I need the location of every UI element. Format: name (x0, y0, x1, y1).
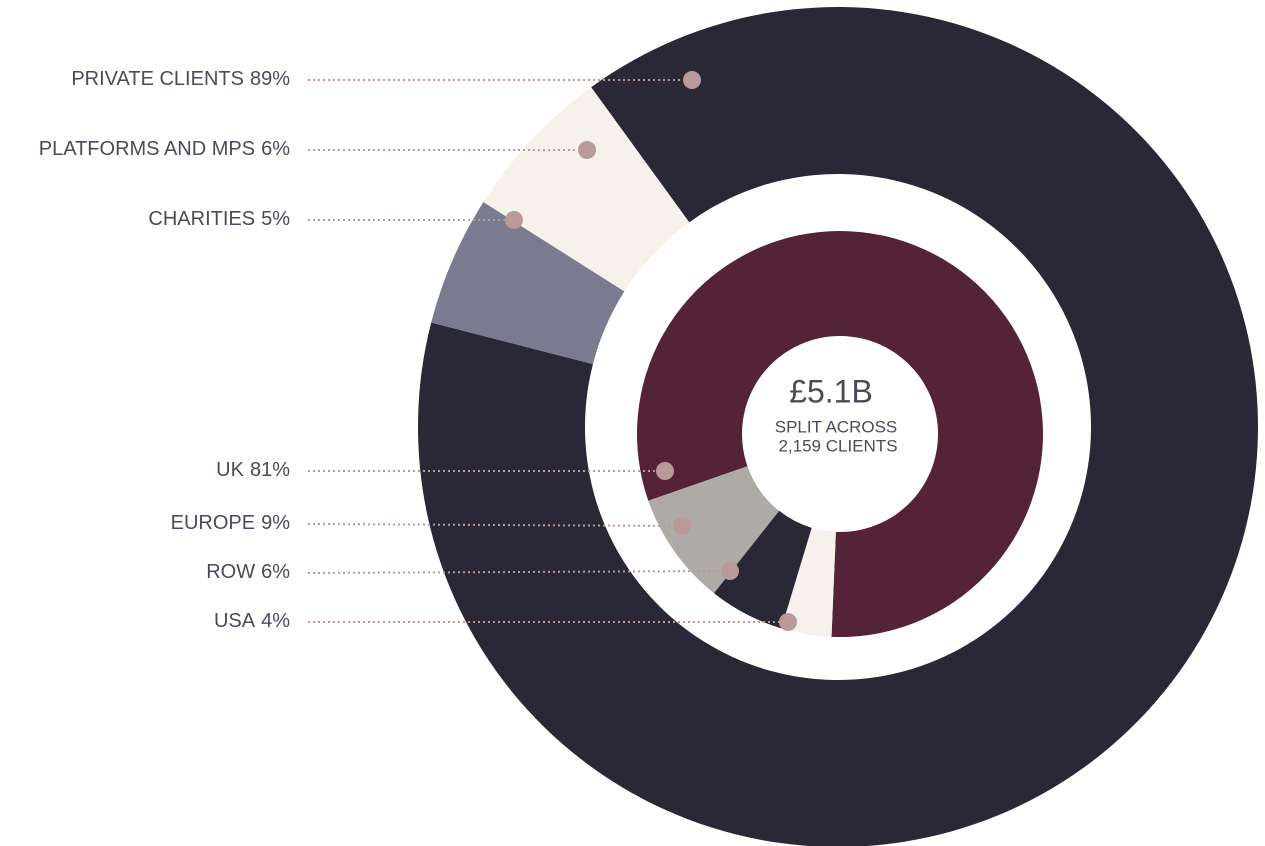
slice-value: 89% (250, 68, 290, 90)
marker-dot (505, 211, 523, 229)
marker-dot (779, 613, 797, 631)
marker-dot (673, 517, 691, 535)
slice-value: 6% (261, 561, 290, 583)
slice-label: PLATFORMS AND MPS 6% (39, 138, 290, 160)
slice-name: ROW (206, 561, 255, 583)
slice-name: EUROPE (171, 512, 255, 534)
marker-dot (656, 462, 674, 480)
slice-value: 5% (261, 208, 290, 230)
slice-name: UK (216, 459, 244, 481)
slice (648, 466, 780, 594)
slice-label: USA 4% (214, 610, 290, 632)
slice (713, 510, 812, 629)
slice-value: 81% (250, 459, 290, 481)
slice-name: PLATFORMS AND MPS (39, 138, 255, 160)
slice-value: 6% (261, 138, 290, 160)
slice (781, 527, 836, 637)
center-text: SPLIT ACROSS (775, 417, 898, 436)
slice-value: 9% (261, 512, 290, 534)
slice-value: 4% (261, 610, 290, 632)
slice-label: EUROPE 9% (171, 512, 291, 534)
slice (418, 7, 1258, 846)
labels: PRIVATE CLIENTS 89% CHARITIES 5% PLATFORMS A… (39, 68, 797, 632)
slice (637, 230, 1043, 637)
center-value: £5.1B (789, 373, 873, 409)
leader-line (307, 523, 683, 527)
slice-label: PRIVATE CLIENTS 89% (71, 68, 290, 90)
slice-name: USA (214, 610, 256, 632)
slice-label: UK 81% (216, 459, 290, 481)
slice (431, 201, 625, 365)
marker-dot (683, 71, 701, 89)
slice (483, 87, 690, 292)
leader-line (307, 570, 731, 574)
slice-name: CHARITIES (148, 208, 255, 230)
rings (418, 7, 1258, 846)
slice-label: ROW 6% (206, 561, 290, 583)
slice-label: CHARITIES 5% (148, 208, 290, 230)
slice-name: PRIVATE CLIENTS (71, 68, 244, 90)
center-text: 2,159 CLIENTS (778, 436, 897, 455)
marker-dot (578, 141, 596, 159)
marker-dot (721, 562, 739, 580)
